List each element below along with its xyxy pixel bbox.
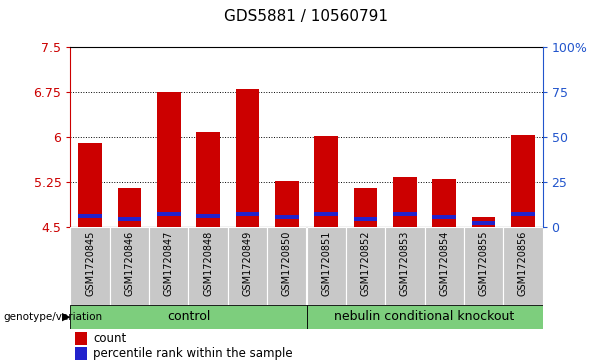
Bar [314,136,338,227]
Bar [306,227,346,305]
Bar [157,212,181,216]
Bar [314,212,338,216]
Bar [228,227,267,305]
Bar [235,212,259,216]
Bar [75,347,87,360]
Text: control: control [167,310,210,323]
Bar [471,217,495,227]
Text: percentile rank within the sample: percentile rank within the sample [93,347,293,360]
Bar [432,179,456,227]
Bar [393,177,417,227]
Bar [118,217,142,221]
Text: GSM1720855: GSM1720855 [479,231,489,296]
Bar [196,132,220,227]
Text: GSM1720846: GSM1720846 [124,231,134,296]
Bar [235,89,259,227]
Text: count: count [93,332,126,345]
Bar [511,135,535,227]
Bar [393,212,417,216]
Bar [189,227,228,305]
Bar [275,182,299,227]
Text: nebulin conditional knockout: nebulin conditional knockout [334,310,515,323]
Bar [78,143,102,227]
Bar [432,215,456,219]
Bar [70,305,306,329]
Text: GSM1720847: GSM1720847 [164,231,174,296]
Bar [70,227,110,305]
Text: GDS5881 / 10560791: GDS5881 / 10560791 [224,9,389,24]
Bar [354,188,377,227]
Bar [354,217,377,221]
Text: GSM1720845: GSM1720845 [85,231,95,296]
Text: GSM1720849: GSM1720849 [243,231,253,296]
Bar [118,188,142,227]
Bar [424,227,464,305]
Bar [149,227,189,305]
Text: ▶: ▶ [62,312,70,322]
Text: genotype/variation: genotype/variation [3,312,102,322]
Text: GSM1720856: GSM1720856 [518,231,528,296]
Text: GSM1720851: GSM1720851 [321,231,331,296]
Text: GSM1720853: GSM1720853 [400,231,410,296]
Bar [78,214,102,218]
Bar [75,332,87,345]
Bar [157,92,181,227]
Bar [306,305,543,329]
Bar [511,212,535,216]
Bar [464,227,503,305]
Bar [275,215,299,219]
Bar [196,214,220,218]
Bar [267,227,306,305]
Text: GSM1720854: GSM1720854 [439,231,449,296]
Bar [471,221,495,225]
Text: GSM1720848: GSM1720848 [203,231,213,296]
Bar [346,227,385,305]
Bar [385,227,424,305]
Text: GSM1720852: GSM1720852 [360,231,370,296]
Bar [110,227,149,305]
Bar [503,227,543,305]
Text: GSM1720850: GSM1720850 [282,231,292,296]
